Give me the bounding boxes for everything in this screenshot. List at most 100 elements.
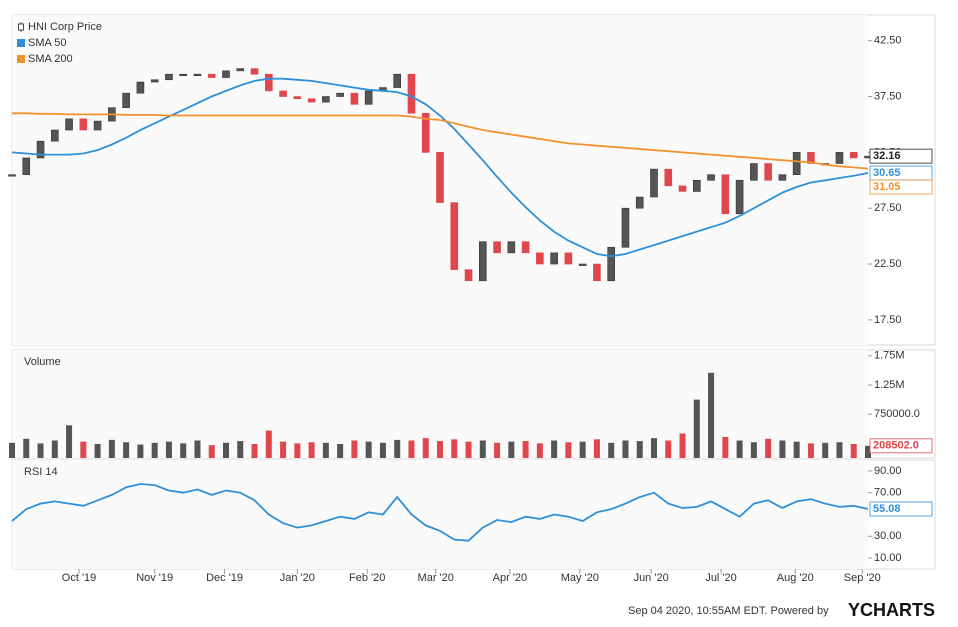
candle <box>193 73 202 76</box>
candle <box>336 92 344 97</box>
candle <box>22 157 31 175</box>
volume-bar <box>180 443 187 458</box>
candle <box>692 179 701 192</box>
volume-bar <box>593 439 600 458</box>
x-tick-label: Apr '20 <box>493 572 528 584</box>
last-value-label: 32.16 <box>873 150 901 162</box>
legend-icon <box>18 23 24 31</box>
candle <box>536 252 544 265</box>
x-tick-label: May '20 <box>561 572 599 584</box>
volume-bar <box>351 440 358 458</box>
candle <box>664 168 673 187</box>
volume-bar <box>137 444 144 458</box>
volume-bar <box>251 443 258 458</box>
x-tick-label: Feb '20 <box>349 572 385 584</box>
volume-bar <box>536 443 543 458</box>
volume-bar <box>9 442 15 458</box>
volume-bar <box>522 441 529 458</box>
candle <box>93 120 102 131</box>
volume-bar <box>551 440 558 458</box>
volume-bar <box>665 440 672 458</box>
last-value-label: 208502.0 <box>873 440 919 452</box>
candle <box>450 202 459 270</box>
volume-bar <box>123 442 130 458</box>
volume-bar <box>165 441 172 458</box>
candle <box>79 118 88 131</box>
y-tick-label: 42.50 <box>874 35 902 47</box>
volume-bar <box>679 433 686 458</box>
candle <box>778 174 787 181</box>
volume-bar <box>451 439 458 458</box>
last-value-label: 55.08 <box>873 503 901 515</box>
volume-bar <box>622 440 629 458</box>
last-value-box <box>869 179 933 195</box>
volume-bar <box>494 442 501 458</box>
y-tick-label: 27.50 <box>874 202 902 214</box>
candle <box>264 73 273 92</box>
volume-bar <box>565 442 572 458</box>
legend-label: HNI Corp Price <box>28 21 102 33</box>
y-tick-label: 22.50 <box>874 258 902 270</box>
volume-bar <box>850 443 857 458</box>
candle <box>8 174 16 177</box>
line <box>11 77 869 258</box>
candle <box>735 179 744 215</box>
volume-bar <box>337 443 344 458</box>
panel-title: Volume <box>24 356 61 368</box>
y-tick-label: 70.00 <box>874 487 902 499</box>
candle <box>750 163 758 181</box>
volume-bar <box>793 441 800 458</box>
volume-bar <box>865 445 871 458</box>
candle <box>635 196 644 209</box>
volume-bar <box>108 439 115 458</box>
line <box>12 112 869 170</box>
volume-bar <box>651 438 657 458</box>
volume-bar <box>308 442 315 458</box>
candle <box>621 207 630 248</box>
candle <box>493 241 501 254</box>
last-value-box <box>869 148 933 164</box>
x-tick-label: Jan '20 <box>280 572 315 584</box>
candle <box>350 92 359 105</box>
x-tick-label: Oct '19 <box>62 572 97 584</box>
x-tick-label: Mar '20 <box>418 572 454 584</box>
x-tick-label: Nov '19 <box>136 572 173 584</box>
volume-bar <box>822 442 829 458</box>
legend-label: SMA 200 <box>28 53 73 65</box>
candle <box>136 81 145 94</box>
candle <box>122 92 130 108</box>
volume-bar <box>579 441 586 458</box>
candle <box>150 79 159 83</box>
candle <box>707 174 715 181</box>
candle <box>393 73 402 88</box>
x-tick-label: Dec '19 <box>206 572 243 584</box>
x-tick-label: Jul '20 <box>705 572 736 584</box>
legend-swatch <box>17 39 25 47</box>
candle <box>578 263 587 266</box>
candle <box>322 96 330 103</box>
candle <box>407 73 416 114</box>
candle <box>849 152 858 159</box>
volume-bar <box>37 443 44 458</box>
candle <box>307 98 316 103</box>
volume-bar <box>223 442 229 458</box>
candle <box>593 263 601 282</box>
volume-bar <box>779 440 786 458</box>
y-tick-label: 1.75M <box>874 350 905 362</box>
volume-bar <box>807 443 814 458</box>
candle <box>222 70 230 78</box>
last-value-box <box>869 501 933 517</box>
volume-bar <box>408 440 415 458</box>
candle <box>792 152 801 175</box>
plot-shade <box>12 460 868 569</box>
volume-bar <box>693 399 700 458</box>
candle <box>50 129 59 142</box>
volume-bar <box>708 372 715 458</box>
volume-bar <box>765 438 772 458</box>
volume-bar <box>437 441 443 458</box>
candle <box>421 112 430 153</box>
candle <box>678 185 687 192</box>
candle <box>250 68 259 75</box>
candle <box>650 168 658 198</box>
